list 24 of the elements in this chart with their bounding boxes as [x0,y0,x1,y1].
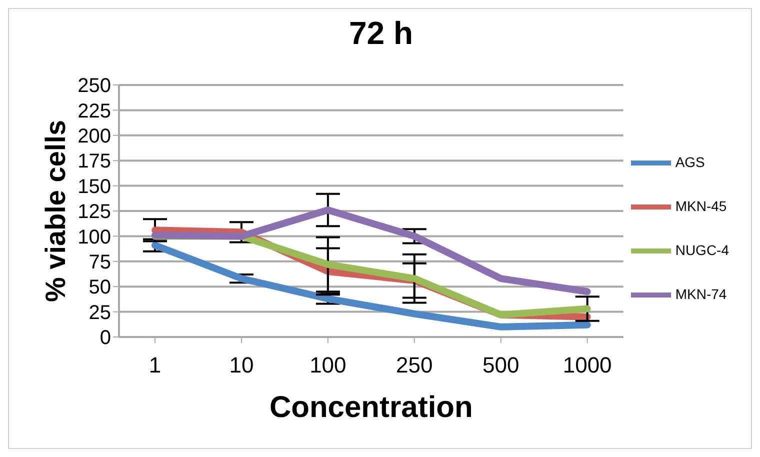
x-tick-label: 1000 [562,352,612,378]
y-tick-label: 100 [78,226,111,248]
x-tick-label: 250 [396,352,433,378]
x-tick-label: 1 [148,352,162,378]
chart-title: 72 h [348,15,414,52]
y-tick-label: 175 [78,150,111,173]
y-tick-label: 25 [88,302,111,324]
x-tick-label: 500 [482,352,520,378]
y-tick-label: 200 [78,126,111,148]
y-axis-title: % viable cells [40,120,71,302]
y-tick-label: 150 [78,176,111,198]
y-tick-label: 125 [78,201,111,224]
y-tick-label: 75 [88,252,111,274]
y-tick-label: 250 [78,75,111,98]
legend-label: MKN-74 [675,286,727,302]
y-tick-label: 50 [88,276,111,299]
legend-label: AGS [675,154,705,170]
x-tick-label: 10 [229,352,254,378]
legend-label: NUGC-4 [675,242,729,258]
legend-label: MKN-45 [675,198,727,214]
y-tick-label: 0 [100,327,111,350]
y-tick-label: 225 [78,100,111,122]
x-tick-label: 100 [310,352,346,378]
x-axis-title: Concentration [269,391,473,424]
